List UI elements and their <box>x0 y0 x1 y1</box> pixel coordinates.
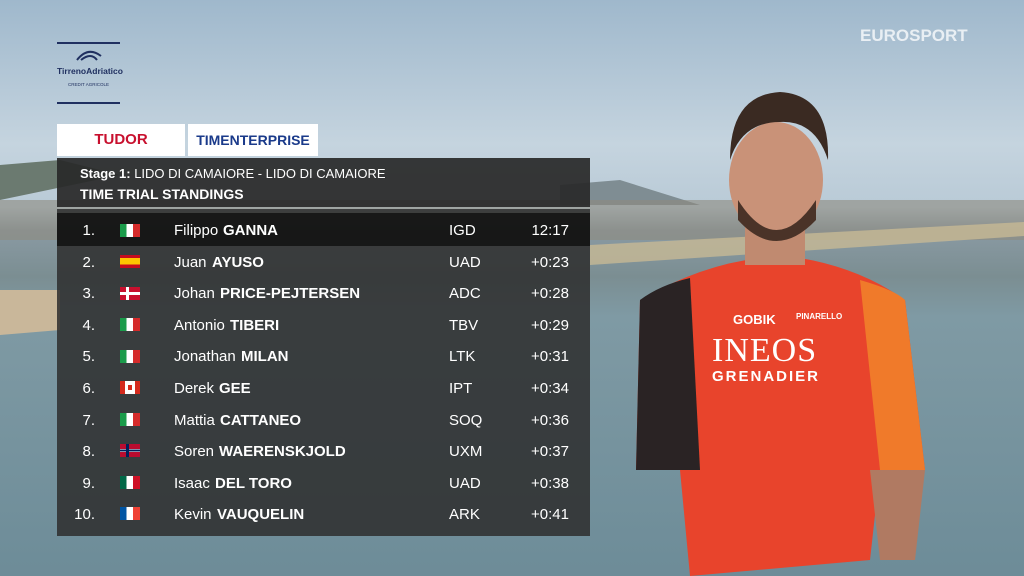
time: +0:36 <box>531 411 569 429</box>
team: IPT <box>449 380 473 397</box>
time: 12:17 <box>531 222 569 239</box>
last-name: TIBERI <box>230 316 280 334</box>
team: ADC <box>449 285 481 303</box>
rank: 3. <box>82 285 95 303</box>
sponsor-tudor: TUDOR <box>57 124 185 156</box>
flag <box>120 381 140 394</box>
race-logo: TirrenoAdriatico CREDIT AGRICOLE <box>57 42 123 104</box>
rank: 5. <box>82 348 95 366</box>
flag <box>120 318 140 331</box>
first-name: Soren <box>174 443 215 461</box>
last-name: GANNA <box>223 222 278 239</box>
race-sponsor: CREDIT AGRICOLE <box>68 82 109 87</box>
rank: 6. <box>82 380 95 397</box>
team: UAD <box>449 253 481 271</box>
rank: 4. <box>82 316 95 334</box>
first-name: Filippo <box>174 222 219 239</box>
race-icon <box>76 50 102 61</box>
standing-row: 8. Soren WAERENSKJOLD UXM +0:37 <box>57 435 590 466</box>
jersey-bike: PINARELLO <box>796 312 843 321</box>
race-title: TirrenoAdriatico <box>57 66 123 76</box>
standings-title: TIME TRIAL STANDINGS <box>80 186 244 202</box>
team: UXM <box>449 443 483 461</box>
standing-row: 7. Mattia CATTANEO SOQ +0:36 <box>57 404 590 435</box>
flag <box>120 255 140 268</box>
flag <box>120 350 140 363</box>
rank: 7. <box>82 411 95 429</box>
last-name: CATTANEO <box>220 411 302 429</box>
first-name: Antonio <box>174 316 225 334</box>
time: +0:29 <box>531 316 569 334</box>
rank: 8. <box>82 443 95 461</box>
time: +0:31 <box>531 348 569 366</box>
rank: 2. <box>82 253 95 271</box>
first-name: Juan <box>174 253 207 271</box>
standings-panel <box>57 209 590 536</box>
standing-row: 1. Filippo GANNA IGD 12:17 <box>57 214 590 245</box>
standing-row: 6. Derek GEE IPT +0:34 <box>57 372 590 403</box>
rider <box>636 92 925 576</box>
flag <box>120 413 140 426</box>
first-name: Kevin <box>174 506 212 524</box>
standing-row: 9. Isaac DEL TORO UAD +0:38 <box>57 467 590 498</box>
first-name: Isaac <box>174 474 210 492</box>
flag <box>120 224 140 237</box>
time: +0:37 <box>531 443 569 461</box>
last-name: WAERENSKJOLD <box>219 443 346 461</box>
standing-row: 3. Johan PRICE-PEJTERSEN ADC +0:28 <box>57 277 590 308</box>
last-name: GEE <box>219 380 251 397</box>
time: +0:23 <box>531 253 569 271</box>
sponsor-tim: TIMENTERPRISE <box>188 124 318 156</box>
flag <box>120 287 140 300</box>
standing-row: 2. Juan AYUSO UAD +0:23 <box>57 246 590 277</box>
team: TBV <box>449 316 479 334</box>
broadcaster-logo: EUROSPORT <box>860 26 968 45</box>
standing-row: 10. Kevin VAUQUELIN ARK +0:41 <box>57 498 590 529</box>
standing-row: 4. Antonio TIBERI TBV +0:29 <box>57 309 590 340</box>
jersey-sub: GRENADIER <box>712 368 821 385</box>
stage-label: Stage 1: <box>80 166 131 181</box>
rank: 1. <box>82 222 95 239</box>
standings-header: Stage 1: LIDO DI CAMAIORE - LIDO DI CAMA… <box>57 158 590 207</box>
flag <box>120 507 140 520</box>
jersey-kit: GOBIK <box>733 312 776 327</box>
stage-name: LIDO DI CAMAIORE - LIDO DI CAMAIORE <box>134 166 386 181</box>
first-name: Derek <box>174 380 215 397</box>
team: ARK <box>449 506 480 524</box>
last-name: DEL TORO <box>215 474 292 492</box>
team: LTK <box>449 348 476 366</box>
flag <box>120 444 140 457</box>
last-name: AYUSO <box>212 253 264 271</box>
time: +0:28 <box>531 285 569 303</box>
first-name: Mattia <box>174 411 215 429</box>
time: +0:41 <box>531 506 569 524</box>
leader-highlight <box>57 213 590 246</box>
standing-row: 5. Jonathan MILAN LTK +0:31 <box>57 340 590 371</box>
team: UAD <box>449 474 481 492</box>
team: IGD <box>449 222 476 239</box>
rank: 9. <box>82 474 95 492</box>
team: SOQ <box>449 411 483 429</box>
first-name: Johan <box>174 285 215 303</box>
jersey-brand: INEOS <box>712 332 818 369</box>
time: +0:34 <box>531 380 569 397</box>
flag <box>120 476 140 489</box>
last-name: MILAN <box>241 348 289 366</box>
last-name: VAUQUELIN <box>217 506 305 524</box>
time: +0:38 <box>531 474 569 492</box>
rank: 10. <box>74 506 95 524</box>
last-name: PRICE-PEJTERSEN <box>220 285 361 303</box>
first-name: Jonathan <box>174 348 236 366</box>
